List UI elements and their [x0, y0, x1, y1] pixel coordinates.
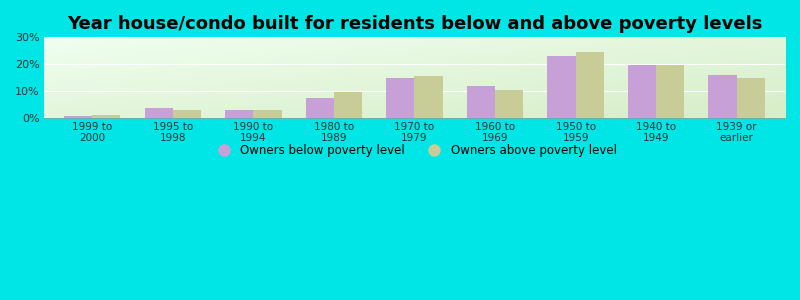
Legend: Owners below poverty level, Owners above poverty level: Owners below poverty level, Owners above… [207, 139, 622, 162]
Bar [92, 115, 121, 118]
Title: Year house/condo built for residents below and above poverty levels: Year house/condo built for residents bel… [66, 15, 762, 33]
Bar [467, 85, 495, 118]
Bar [306, 98, 334, 118]
Bar [737, 77, 765, 118]
Bar [64, 116, 92, 118]
Bar [709, 75, 737, 118]
Bar [173, 110, 201, 118]
Bar [254, 110, 282, 118]
Bar [495, 90, 523, 118]
Bar [628, 65, 656, 118]
Bar [386, 77, 414, 118]
Bar [225, 110, 254, 118]
Bar [656, 65, 684, 118]
Bar [414, 76, 442, 118]
Bar [575, 52, 604, 118]
Bar [547, 56, 575, 118]
Bar [145, 108, 173, 118]
Bar [334, 92, 362, 118]
